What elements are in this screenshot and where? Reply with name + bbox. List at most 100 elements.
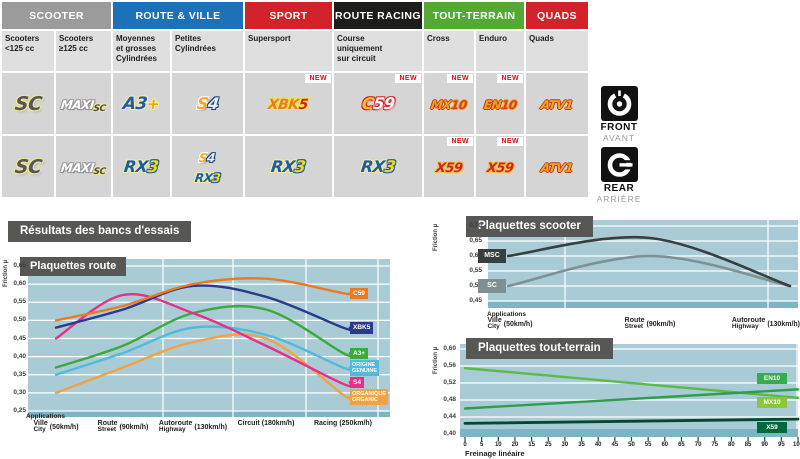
- front-axle-block: FRONT AVANT: [597, 86, 641, 143]
- tick-fr: Ville: [487, 317, 502, 324]
- rx3-logo: RX3: [270, 157, 307, 176]
- series-label-mx10: MX10: [757, 396, 787, 409]
- tick-en: City: [33, 426, 46, 434]
- pad-rear-x59-cross: NEW X59: [424, 136, 474, 197]
- x-axis-label: Applications: [26, 413, 66, 420]
- front-label: FRONT: [600, 122, 638, 133]
- category-label: ROUTE & VILLE: [135, 9, 221, 22]
- new-badge: NEW: [497, 74, 523, 83]
- logo-text: +: [146, 94, 161, 113]
- pad-rear-rx3-racing: RX3: [334, 136, 422, 197]
- pad-rear-maxisc: MAXISC: [56, 136, 111, 197]
- logo-text: 59: [444, 161, 463, 176]
- tick-en: Street: [97, 426, 117, 434]
- tick-speed: (130km/h): [767, 320, 800, 328]
- subheader-scooters-big: Scooters ≥125 cc: [56, 31, 111, 71]
- x-tick-label: 90: [761, 442, 769, 448]
- mx10-logo: MX10: [430, 94, 468, 113]
- series-label-s4: S4: [350, 376, 364, 388]
- tick-en: Street: [624, 323, 644, 331]
- y-tick-label: 0,25: [13, 407, 26, 414]
- x-tick-ville: Ville City (50km/h): [1, 420, 111, 434]
- x-tick-autoroute: Autoroute Highway (130km/h): [670, 317, 800, 331]
- logo-text: 3: [146, 157, 160, 176]
- tick-en: Highway: [731, 323, 759, 331]
- logo-text: SC: [13, 155, 43, 178]
- subheader-moyennes: Moyennes et grosses Cylindrées: [113, 31, 170, 71]
- y-tick-label: 0,52: [443, 379, 456, 386]
- subheader-enduro: Enduro: [476, 31, 524, 71]
- pad-rear-x59-enduro: NEW X59: [476, 136, 524, 197]
- maxisc-logo: MAXISC: [60, 94, 108, 114]
- y-tick-label: 0,60: [469, 252, 482, 259]
- c59-logo: C59: [361, 94, 396, 113]
- pad-rear-s4-rx3: S4 RX3: [172, 136, 243, 197]
- logo-text: 1: [564, 98, 574, 112]
- y-tick-label: 0,50: [469, 282, 482, 289]
- category-sport: SPORT: [245, 2, 332, 29]
- y-tick-label: 0,50: [13, 316, 26, 324]
- logo-text: SC: [13, 92, 43, 115]
- rx3-logo: RX3: [123, 157, 160, 176]
- tick-fr: Route: [97, 420, 118, 427]
- y-tick-label: 0,56: [443, 362, 456, 369]
- logo-text: SC: [92, 166, 107, 177]
- rear-brake-disc-icon: [600, 147, 638, 182]
- logo-text: 3: [383, 157, 397, 176]
- x-tick-label: 25: [544, 442, 552, 448]
- logo-text: RX: [193, 171, 213, 185]
- tick-speed: (130km/h): [194, 423, 228, 431]
- chart-plaquettes-scooter: Friction µ Plaquettes scooter Applicatio…: [430, 215, 800, 337]
- x-tick-label: 50: [628, 442, 635, 448]
- tick-speed: (50km/h): [49, 423, 79, 431]
- tick-en: Highway: [158, 426, 186, 434]
- product-range-table: SCOOTER ROUTE & VILLE SPORT ROUTE RACING…: [2, 2, 588, 197]
- rx3-logo: RX3: [360, 157, 397, 176]
- category-label: QUADS: [537, 9, 577, 22]
- x-tick-ville: Ville City (50km/h): [455, 317, 565, 331]
- series-label-msc: MSC: [478, 248, 506, 263]
- sc-logo: SC: [13, 156, 42, 178]
- new-badge: NEW: [395, 74, 421, 83]
- logo-text: MAXI: [59, 97, 95, 112]
- pad-front-en10: NEW EN10: [476, 73, 524, 134]
- subheader-petites: Petites Cylindrées: [172, 31, 243, 71]
- logo-text: 3: [211, 171, 221, 185]
- logo-text: RX: [270, 157, 297, 176]
- s4-logo: S4: [198, 147, 216, 166]
- series-label-origine: ORIGINE GENUINE: [350, 360, 380, 376]
- subheader-quads: Quads: [526, 31, 588, 71]
- chart-title: Plaquettes route: [20, 257, 127, 276]
- logo-text: ATV: [539, 161, 566, 175]
- new-badge: NEW: [497, 137, 523, 146]
- y-tick-label: 0,45: [469, 297, 482, 304]
- atv1-logo: ATV1: [540, 94, 574, 113]
- chart-plaquettes-tout-terrain: Friction µ Plaquettes tout-terrain Frein…: [430, 337, 800, 459]
- s4-logo: S4: [195, 94, 219, 113]
- y-tick-label: 0,48: [443, 396, 456, 403]
- x-tick-label: 80: [728, 442, 735, 448]
- tick-speed: (50km/h): [503, 320, 533, 328]
- x-axis-label: Freinage linéaire: [465, 449, 525, 458]
- logo-text: RX: [123, 157, 150, 176]
- x-tick-label: 15: [528, 442, 535, 448]
- logo-text: XBK: [267, 97, 301, 113]
- category-quads: QUADS: [526, 2, 588, 29]
- y-tick-label: 0,45: [13, 334, 26, 342]
- x-tick-label: 40: [594, 442, 602, 448]
- y-tick-label: 0,60: [443, 345, 456, 352]
- subheader-course-circuit: Course uniquement sur circuit: [334, 31, 422, 71]
- x-tick-label: 70: [694, 442, 702, 448]
- chart-title: Plaquettes tout-terrain: [466, 338, 613, 359]
- x59-logo: X59: [435, 157, 464, 176]
- rear-axle-block: REAR ARRIÈRE: [597, 147, 641, 204]
- category-route-racing: ROUTE RACING: [334, 2, 422, 29]
- y-tick-label: 0,65: [13, 262, 26, 269]
- x-tick-route: Route Street (90km/h): [68, 420, 178, 434]
- arriere-label: ARRIÈRE: [596, 194, 642, 204]
- category-scooter: SCOOTER: [2, 2, 111, 29]
- x-axis-label: Applications: [487, 311, 527, 318]
- results-title: Résultats des bancs d'essais: [8, 221, 192, 242]
- pad-front-atv1: ATV1: [526, 73, 588, 134]
